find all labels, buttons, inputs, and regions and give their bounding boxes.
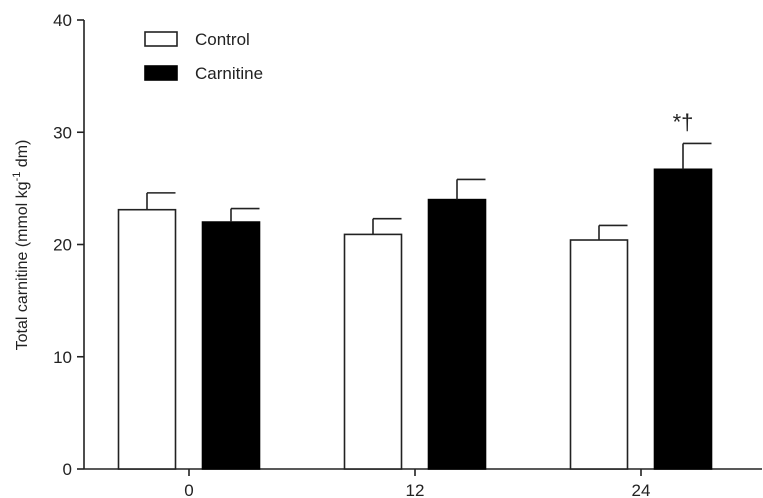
x-tick-label-2: 24 xyxy=(632,481,651,498)
x-tick-label-1: 12 xyxy=(406,481,425,498)
legend-label-carnitine: Carnitine xyxy=(195,64,263,83)
y-axis-label: Total carnitine (mmol kg-1 dm) xyxy=(11,140,31,351)
bars xyxy=(117,142,713,470)
y-axis-label-tail: dm) xyxy=(14,140,31,172)
bar-carnitine-0 xyxy=(201,221,261,470)
legend-swatch-control xyxy=(144,31,178,47)
bar-carnitine-24 xyxy=(653,168,713,470)
x-tick-label-0: 0 xyxy=(184,481,193,498)
legend: Control Carnitine xyxy=(144,30,263,83)
y-tick-label-0: 0 xyxy=(63,460,72,479)
bar-carnitine-12 xyxy=(427,198,487,470)
y-ticks: 0 10 20 30 40 xyxy=(53,11,84,479)
y-tick-label-4: 40 xyxy=(53,11,72,30)
y-tick-label-3: 30 xyxy=(53,123,72,142)
bar-control-24 xyxy=(569,239,629,470)
legend-label-control: Control xyxy=(195,30,250,49)
annotations: *† xyxy=(673,109,694,134)
bar-control-12 xyxy=(343,233,403,470)
y-tick-label-2: 20 xyxy=(53,236,72,255)
y-tick-label-1: 10 xyxy=(53,348,72,367)
y-axis-label-main: Total carnitine (mmol kg xyxy=(14,181,31,350)
bar-control-0 xyxy=(117,208,177,470)
y-axis-label-superscript: -1 xyxy=(11,172,23,182)
significance-annotation-0: *† xyxy=(673,109,694,134)
x-ticks: 0 12 24 xyxy=(184,469,650,498)
legend-swatch-carnitine xyxy=(144,65,178,81)
